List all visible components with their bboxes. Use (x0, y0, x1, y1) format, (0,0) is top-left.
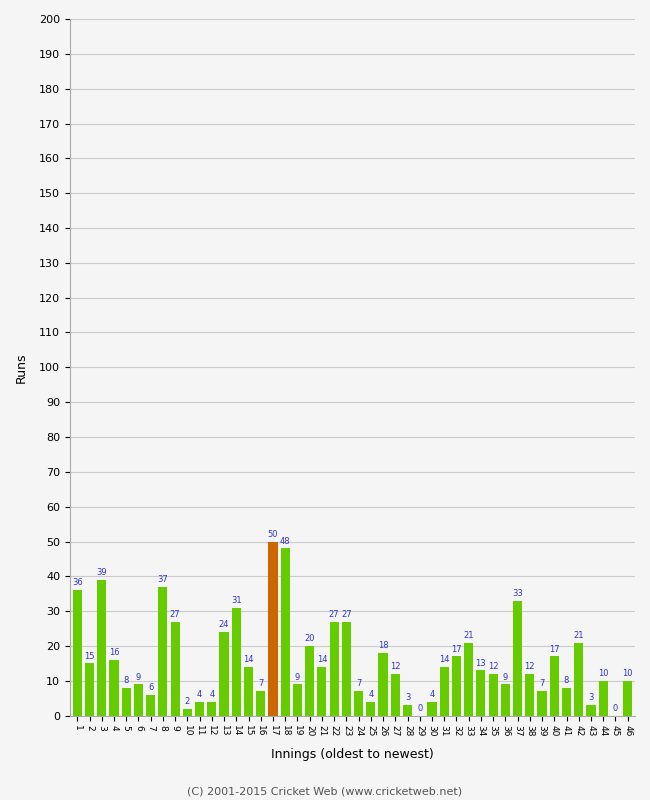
Text: 14: 14 (439, 655, 449, 664)
Bar (73, 590, 82, 716)
Text: 9: 9 (502, 673, 508, 682)
Text: 9: 9 (295, 673, 300, 682)
Text: 12: 12 (488, 662, 499, 671)
Text: 9: 9 (136, 673, 141, 682)
Text: 10: 10 (623, 669, 633, 678)
Bar (562, 688, 571, 716)
X-axis label: Innings (oldest to newest): Innings (oldest to newest) (271, 748, 434, 761)
Bar (231, 608, 241, 716)
Text: 12: 12 (390, 662, 400, 671)
Text: 27: 27 (341, 610, 352, 619)
Text: 15: 15 (84, 652, 95, 661)
Bar (489, 674, 498, 716)
Bar (134, 684, 143, 716)
Bar (538, 691, 547, 716)
Bar (109, 660, 118, 716)
Y-axis label: Runs: Runs (15, 352, 28, 382)
Bar (268, 542, 278, 716)
Text: 50: 50 (268, 530, 278, 538)
Text: 21: 21 (573, 630, 584, 640)
Bar (317, 667, 326, 716)
Bar (354, 691, 363, 716)
Text: 27: 27 (329, 610, 339, 619)
Text: 14: 14 (243, 655, 254, 664)
Bar (550, 657, 559, 716)
Bar (391, 674, 400, 716)
Text: 7: 7 (356, 679, 361, 689)
Text: 21: 21 (463, 630, 474, 640)
Bar (464, 642, 473, 716)
Bar (525, 674, 534, 716)
Text: 18: 18 (378, 641, 388, 650)
Bar (574, 642, 583, 716)
Bar (159, 586, 168, 716)
Bar (452, 657, 461, 716)
Text: 33: 33 (512, 589, 523, 598)
Text: 31: 31 (231, 596, 242, 605)
Text: 4: 4 (430, 690, 435, 699)
Text: 14: 14 (317, 655, 327, 664)
Bar (170, 622, 180, 716)
Bar (256, 691, 265, 716)
Text: (C) 2001-2015 Cricket Web (www.cricketweb.net): (C) 2001-2015 Cricket Web (www.cricketwe… (187, 786, 463, 796)
Bar (439, 667, 448, 716)
Text: 12: 12 (525, 662, 535, 671)
Text: 37: 37 (157, 575, 168, 584)
Bar (378, 653, 387, 716)
Bar (195, 702, 204, 716)
Text: 4: 4 (209, 690, 215, 699)
Text: 3: 3 (588, 694, 593, 702)
Text: 6: 6 (148, 683, 153, 692)
Bar (146, 694, 155, 716)
Bar (599, 681, 608, 716)
Bar (476, 670, 486, 716)
Bar (403, 706, 412, 716)
Text: 48: 48 (280, 537, 291, 546)
Text: 36: 36 (72, 578, 83, 587)
Text: 0: 0 (613, 704, 618, 713)
Text: 7: 7 (258, 679, 263, 689)
Bar (500, 684, 510, 716)
Text: 4: 4 (197, 690, 202, 699)
Text: 3: 3 (405, 694, 410, 702)
Text: 8: 8 (564, 676, 569, 685)
Bar (342, 622, 351, 716)
Text: 10: 10 (598, 669, 608, 678)
Text: 17: 17 (549, 645, 560, 654)
Bar (623, 681, 632, 716)
Text: 7: 7 (540, 679, 545, 689)
Bar (330, 622, 339, 716)
Text: 39: 39 (96, 568, 107, 577)
Bar (428, 702, 437, 716)
Text: 20: 20 (304, 634, 315, 643)
Text: 0: 0 (417, 704, 422, 713)
Text: 24: 24 (219, 620, 229, 630)
Text: 8: 8 (124, 676, 129, 685)
Bar (244, 667, 253, 716)
Bar (513, 601, 522, 716)
Bar (586, 706, 595, 716)
Bar (305, 646, 314, 716)
Text: 13: 13 (476, 658, 486, 667)
Bar (220, 632, 229, 716)
Text: 2: 2 (185, 697, 190, 706)
Bar (207, 702, 216, 716)
Bar (366, 702, 376, 716)
Text: 4: 4 (368, 690, 374, 699)
Text: 27: 27 (170, 610, 181, 619)
Bar (85, 663, 94, 716)
Text: 16: 16 (109, 648, 120, 657)
Bar (97, 580, 107, 716)
Bar (122, 688, 131, 716)
Text: 17: 17 (451, 645, 462, 654)
Bar (183, 709, 192, 716)
Bar (293, 684, 302, 716)
Bar (281, 549, 290, 716)
